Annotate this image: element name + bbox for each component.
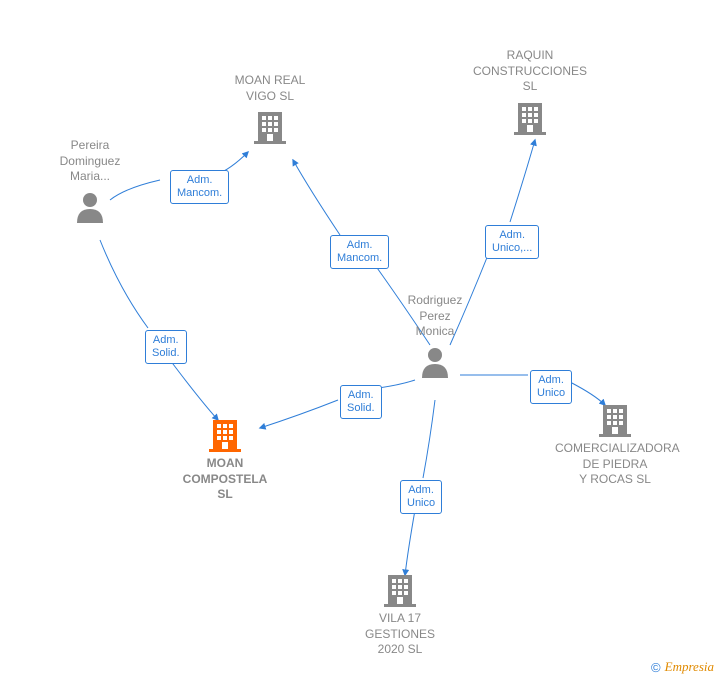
footer: © Empresia bbox=[651, 659, 714, 675]
building-icon bbox=[470, 99, 590, 135]
copyright-symbol: © bbox=[651, 660, 661, 675]
edge-label-6: Adm.Unico bbox=[400, 480, 442, 514]
node-label-comercializadora: COMERCIALIZADORADE PIEDRAY ROCAS SL bbox=[555, 441, 675, 488]
edge-6-seg-0 bbox=[423, 400, 435, 478]
node-moan_real[interactable]: MOAN REALVIGO SL bbox=[210, 73, 330, 148]
edge-label-5: Adm.Unico bbox=[530, 370, 572, 404]
building-icon bbox=[165, 416, 285, 452]
node-comercializadora[interactable]: COMERCIALIZADORADE PIEDRAY ROCAS SL bbox=[555, 397, 675, 488]
edge-label-3: Adm.Unico,... bbox=[485, 225, 539, 259]
node-label-moan_real: MOAN REALVIGO SL bbox=[210, 73, 330, 104]
brand-name: Empresia bbox=[665, 659, 714, 675]
person-icon bbox=[30, 189, 150, 223]
edge-label-4: Adm.Solid. bbox=[340, 385, 382, 419]
edge-label-2: Adm.Mancom. bbox=[330, 235, 389, 269]
node-raquin[interactable]: RAQUINCONSTRUCCIONES SL bbox=[470, 48, 590, 139]
edge-1-seg-0 bbox=[100, 240, 148, 328]
edge-label-1: Adm.Solid. bbox=[145, 330, 187, 364]
node-moan_compostela[interactable]: MOANCOMPOSTELASL bbox=[165, 412, 285, 503]
building-icon bbox=[555, 401, 675, 437]
edge-6-seg-1 bbox=[405, 510, 415, 575]
node-rodriguez[interactable]: RodriguezPerezMonica bbox=[375, 293, 495, 382]
node-label-moan_compostela: MOANCOMPOSTELASL bbox=[165, 456, 285, 503]
edge-1-seg-1 bbox=[170, 360, 218, 420]
node-label-vila17: VILA 17GESTIONES2020 SL bbox=[340, 611, 460, 658]
node-label-rodriguez: RodriguezPerezMonica bbox=[375, 293, 495, 340]
node-label-pereira: PereiraDominguezMaria... bbox=[30, 138, 150, 185]
edge-2-seg-1 bbox=[293, 160, 340, 235]
building-icon bbox=[340, 571, 460, 607]
edge-label-0: Adm.Mancom. bbox=[170, 170, 229, 204]
person-icon bbox=[375, 344, 495, 378]
building-icon bbox=[210, 108, 330, 144]
edge-3-seg-1 bbox=[510, 140, 535, 222]
node-label-raquin: RAQUINCONSTRUCCIONES SL bbox=[470, 48, 590, 95]
node-vila17[interactable]: VILA 17GESTIONES2020 SL bbox=[340, 567, 460, 658]
node-pereira[interactable]: PereiraDominguezMaria... bbox=[30, 138, 150, 227]
